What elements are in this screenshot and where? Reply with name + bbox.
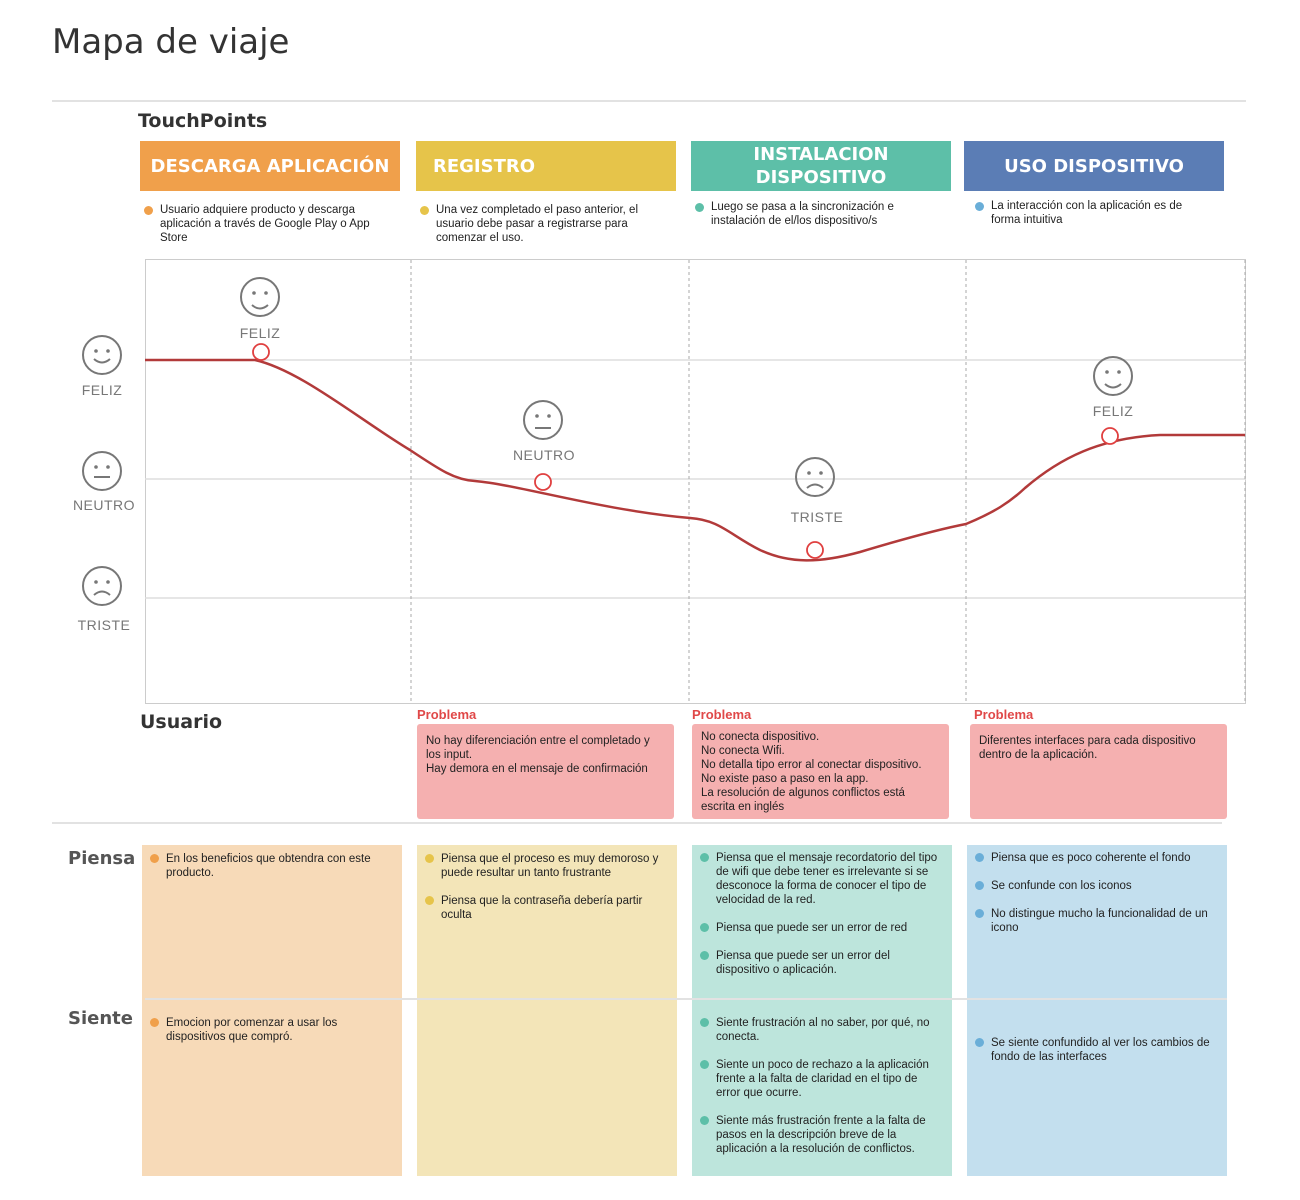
column-registro: [417, 845, 677, 1176]
description-text: Luego se pasa a la sincronización e inst…: [711, 201, 894, 227]
bullet-icon: [420, 206, 429, 215]
emotion-label: FELIZ: [239, 325, 281, 341]
touchpoint-marker: [1101, 427, 1119, 445]
thought-item: Piensa que la contraseña debería partir …: [419, 894, 669, 922]
column-instalacion: [692, 845, 952, 1176]
divider: [52, 100, 1246, 102]
item-text: Piensa que el mensaje recordatorio del t…: [716, 852, 938, 906]
page-title: Mapa de viaje: [52, 22, 290, 62]
touchpoint-marker: [534, 473, 552, 491]
thought-item: Piensa que puede ser un error del dispos…: [694, 949, 944, 977]
stage-description: Una vez completado el paso anterior, el …: [418, 203, 658, 245]
stage-header-uso: USO DISPOSITIVO: [964, 141, 1224, 191]
bullet-icon: [700, 853, 709, 862]
siente-heading: Siente: [68, 1008, 133, 1029]
bullet-icon: [150, 854, 159, 863]
problem-box: Diferentes interfaces para cada disposit…: [970, 724, 1227, 819]
bullet-icon: [700, 1018, 709, 1027]
item-text: En los beneficios que obtendra con este …: [166, 853, 371, 879]
description-text: Usuario adquiere producto y descarga apl…: [160, 204, 370, 244]
problem-box: No hay diferenciación entre el completad…: [417, 724, 674, 819]
bullet-icon: [700, 951, 709, 960]
scale-label-neutro: NEUTRO: [72, 497, 136, 513]
bullet-icon: [425, 896, 434, 905]
emotion-curve-layer: [145, 260, 1246, 703]
neutral-face-icon: [82, 451, 122, 491]
problem-title: Problema: [417, 707, 477, 722]
scale-label-triste: TRISTE: [77, 617, 131, 633]
sad-face-icon: [82, 566, 122, 606]
description-text: La interacción con la aplicación es de f…: [991, 200, 1183, 226]
stage-header-instalacion: INSTALACION DISPOSITIVO: [691, 141, 951, 191]
item-text: Piensa que la contraseña debería partir …: [441, 895, 643, 921]
sad-face-icon: [795, 457, 835, 497]
feeling-item: Siente frustración al no saber, por qué,…: [694, 1016, 944, 1044]
divider: [52, 822, 1222, 824]
problem-title: Problema: [974, 707, 1034, 722]
thought-item: Piensa que el mensaje recordatorio del t…: [694, 851, 944, 907]
item-text: Piensa que el proceso es muy demoroso y …: [441, 853, 659, 879]
smile-icon: [82, 335, 122, 375]
item-text: Piensa que puede ser un error de red: [716, 922, 908, 934]
column-descarga: [142, 845, 402, 1176]
stage-description: Luego se pasa a la sincronización e inst…: [693, 200, 933, 228]
bullet-icon: [695, 203, 704, 212]
bullet-icon: [144, 206, 153, 215]
problem-title: Problema: [692, 707, 752, 722]
bullet-icon: [700, 923, 709, 932]
stage-description: Usuario adquiere producto y descarga apl…: [142, 203, 382, 245]
item-text: Piensa que es poco coherente el fondo: [991, 852, 1191, 864]
feeling-item: Siente más frustración frente a la falta…: [694, 1114, 944, 1156]
emotion-curve: [145, 358, 1245, 562]
feeling-item: Se siente confundido al ver los cambios …: [969, 1036, 1219, 1064]
thought-item: Piensa que es poco coherente el fondo: [969, 851, 1219, 865]
feeling-item: Siente un poco de rechazo a la aplicació…: [694, 1058, 944, 1100]
emotion-label: FELIZ: [1092, 403, 1134, 419]
smile-icon: [1093, 356, 1133, 396]
touchpoint-marker: [252, 343, 270, 361]
problem-box: No conecta dispositivo. No conecta Wifi.…: [692, 724, 949, 819]
item-text: Siente un poco de rechazo a la aplicació…: [716, 1059, 929, 1099]
bullet-icon: [975, 909, 984, 918]
item-text: Se confunde con los iconos: [991, 880, 1132, 892]
emotion-label: TRISTE: [790, 509, 844, 525]
smile-icon: [240, 277, 280, 317]
piensa-heading: Piensa: [68, 848, 136, 869]
thought-item: En los beneficios que obtendra con este …: [144, 852, 394, 880]
item-text: Siente frustración al no saber, por qué,…: [716, 1017, 930, 1043]
thought-item: Se confunde con los iconos: [969, 879, 1219, 893]
description-text: Una vez completado el paso anterior, el …: [436, 204, 639, 244]
item-text: No distingue mucho la funcionalidad de u…: [991, 908, 1208, 934]
bullet-icon: [150, 1018, 159, 1027]
item-text: Emocion por comenzar a usar los disposit…: [166, 1017, 338, 1043]
bullet-icon: [700, 1116, 709, 1125]
usuario-heading: Usuario: [140, 711, 223, 733]
thought-item: Piensa que puede ser un error de red: [694, 921, 944, 935]
item-text: Se siente confundido al ver los cambios …: [991, 1037, 1210, 1063]
neutral-face-icon: [523, 400, 563, 440]
bullet-icon: [975, 853, 984, 862]
stage-header-descarga: DESCARGA APLICACIÓN: [140, 141, 400, 191]
bullet-icon: [975, 202, 984, 211]
stage-description: La interacción con la aplicación es de f…: [973, 199, 1213, 227]
touchpoint-marker: [806, 541, 824, 559]
feeling-item: Emocion por comenzar a usar los disposit…: [144, 1016, 394, 1044]
stage-header-registro: REGISTRO: [416, 141, 676, 191]
bullet-icon: [425, 854, 434, 863]
item-text: Piensa que puede ser un error del dispos…: [716, 950, 890, 976]
item-text: Siente más frustración frente a la falta…: [716, 1115, 926, 1155]
touchpoints-heading: TouchPoints: [138, 110, 268, 132]
scale-label-feliz: FELIZ: [81, 382, 123, 398]
thought-item: Piensa que el proceso es muy demoroso y …: [419, 852, 669, 880]
emotion-chart: [145, 259, 1246, 704]
emotion-label: NEUTRO: [512, 447, 576, 463]
thought-item: No distingue mucho la funcionalidad de u…: [969, 907, 1219, 935]
bullet-icon: [975, 881, 984, 890]
divider: [145, 998, 1227, 1000]
column-uso: [967, 845, 1227, 1176]
bullet-icon: [700, 1060, 709, 1069]
bullet-icon: [975, 1038, 984, 1047]
